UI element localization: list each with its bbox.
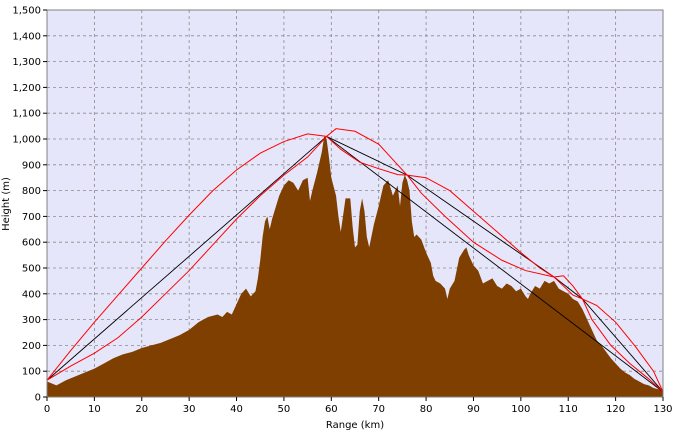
y-tick-label: 1,400 bbox=[12, 31, 41, 42]
fresnel-curve bbox=[46, 133, 327, 381]
x-tick-label: 50 bbox=[278, 404, 291, 415]
terrain-profile bbox=[47, 136, 663, 398]
y-tick-label: 1,100 bbox=[12, 109, 41, 120]
fresnel-curve bbox=[581, 298, 664, 393]
fresnel-curve bbox=[406, 174, 555, 278]
y-tick-label: 300 bbox=[22, 315, 41, 326]
y-tick-label: 900 bbox=[22, 160, 41, 171]
fresnel-zone-curves bbox=[46, 128, 664, 393]
x-tick-label: 20 bbox=[135, 404, 148, 415]
x-tick-label: 130 bbox=[653, 404, 672, 415]
x-tick-label: 100 bbox=[511, 404, 530, 415]
x-tick-label: 30 bbox=[183, 404, 196, 415]
y-tick-label: 600 bbox=[22, 238, 41, 249]
x-tick-label: 80 bbox=[420, 404, 433, 415]
y-axis-label: Height (m) bbox=[1, 177, 12, 231]
y-tick-label: 1,200 bbox=[12, 83, 41, 94]
fresnel-curve bbox=[326, 136, 408, 176]
y-tick-label: 200 bbox=[22, 341, 41, 352]
plot-border bbox=[46, 9, 664, 398]
terrain-area bbox=[47, 136, 663, 398]
fresnel-curve bbox=[582, 298, 664, 393]
x-tick-label: 70 bbox=[372, 404, 385, 415]
x-tick-label: 40 bbox=[230, 404, 243, 415]
y-tick-label: 1,300 bbox=[12, 57, 41, 68]
x-tick-label: 10 bbox=[88, 404, 101, 415]
x-tick-label: 60 bbox=[325, 404, 338, 415]
x-tick-label: 120 bbox=[606, 404, 625, 415]
y-tick-label: 1,500 bbox=[12, 6, 41, 17]
fresnel-curve bbox=[326, 128, 408, 176]
y-tick-label: 0 bbox=[35, 393, 41, 404]
fresnel-curve bbox=[553, 275, 583, 300]
fresnel-curve bbox=[407, 174, 555, 278]
y-axis-ticks: 0 100 200 300 400 500 600 700 800 900 1,000 1,100 1,… bbox=[12, 6, 47, 404]
y-tick-label: 500 bbox=[22, 264, 41, 275]
x-tick-label: 0 bbox=[44, 404, 50, 415]
x-axis-label: Range (km) bbox=[326, 420, 384, 431]
x-axis-ticks: 0 10 20 30 40 50 60 70 80 90 100 110 120 130 bbox=[44, 397, 673, 415]
y-tick-label: 1,000 bbox=[12, 135, 41, 146]
y-tick-label: 700 bbox=[22, 212, 41, 223]
fresnel-curve bbox=[553, 276, 583, 300]
x-tick-label: 110 bbox=[559, 404, 578, 415]
x-tick-label: 90 bbox=[467, 404, 480, 415]
y-tick-label: 800 bbox=[22, 186, 41, 197]
fresnel-curve bbox=[46, 136, 327, 381]
y-tick-label: 400 bbox=[22, 289, 41, 300]
y-tick-label: 100 bbox=[22, 367, 41, 378]
